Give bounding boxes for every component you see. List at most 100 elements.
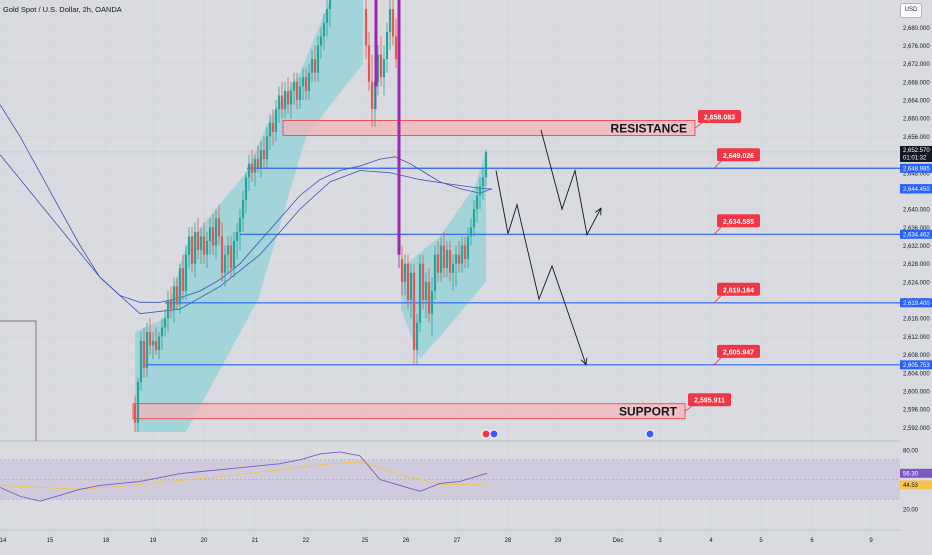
candle <box>310 59 314 73</box>
countdown-text: 01:01:32 <box>903 155 927 161</box>
us-flag-icon <box>645 429 655 439</box>
candle <box>373 81 377 110</box>
candle <box>175 286 179 305</box>
candle <box>253 159 257 173</box>
price-tick-label: 2,624.000 <box>903 280 930 286</box>
candle <box>256 159 260 169</box>
candle <box>460 245 464 264</box>
candle <box>484 151 488 178</box>
candle <box>367 45 371 82</box>
axis-price-tag <box>900 298 932 308</box>
candle <box>322 22 326 37</box>
candle <box>241 200 245 219</box>
candle <box>427 281 431 314</box>
rsi-tag-text: 44.53 <box>903 483 919 489</box>
candle <box>169 300 173 310</box>
projection-path <box>540 129 602 236</box>
time-tick-label: 26 <box>403 538 410 544</box>
zone-label: SUPPORT <box>619 405 678 419</box>
level-price-tag-text: 2,605.947 <box>723 349 754 356</box>
price-tick-label: 2,668.000 <box>903 80 930 86</box>
candle <box>466 236 470 260</box>
event-icon <box>481 429 491 439</box>
candle <box>202 236 206 255</box>
axis-price-tag-text: 2,648.985 <box>903 166 930 172</box>
zone-price-tag-text: 2,595.911 <box>694 398 725 405</box>
zone-price-tag <box>688 393 731 407</box>
candle <box>139 340 143 382</box>
zone-price-tag <box>698 109 741 123</box>
price-tick-label: 2,648.000 <box>903 171 930 177</box>
time-tick-label: 4 <box>709 538 713 544</box>
time-tick-label: 6 <box>810 538 814 544</box>
axis-price-tag-text: 2,634.462 <box>903 233 930 239</box>
candle <box>454 254 458 264</box>
candle <box>151 340 155 346</box>
candle <box>475 195 479 210</box>
price-tick-label: 2,628.000 <box>903 262 930 268</box>
candle <box>190 236 194 264</box>
price-tick-label: 2,656.000 <box>903 135 930 141</box>
candle <box>364 9 368 46</box>
zone-label: RESISTANCE <box>611 121 687 135</box>
current-price-text: 2,652.570 <box>903 148 930 154</box>
candle <box>409 272 413 301</box>
candle <box>391 9 395 37</box>
rsi-pane <box>0 451 900 502</box>
time-tick-label: 29 <box>555 538 562 544</box>
candle <box>406 263 410 301</box>
candle <box>229 245 233 269</box>
candle <box>319 36 323 46</box>
candle <box>304 77 308 91</box>
level-tag-leader <box>713 227 722 235</box>
candle <box>463 245 467 260</box>
symbol-title[interactable]: Gold Spot / U.S. Dollar, 2h, OANDA <box>3 5 122 14</box>
level-price-tag <box>717 214 760 228</box>
zones: RESISTANCE 2,658.083 SUPPORT 2,595.911 <box>132 109 741 420</box>
axis-price-tag-text: 2,619.400 <box>903 301 930 307</box>
price-tick-label: 2,596.000 <box>903 408 930 414</box>
time-axis: 14 15 18 19 20 21 22 25 26 27 28 29 Dec 3 4 5 6 9 <box>0 529 900 544</box>
price-tick-label: 2,632.000 <box>903 244 930 250</box>
candle <box>172 286 176 310</box>
candle <box>148 331 152 346</box>
level-tag-leader <box>713 357 722 366</box>
candle <box>244 177 248 201</box>
axis-price-tag-text: 2,605.753 <box>903 363 930 369</box>
time-tick-label: 27 <box>454 538 461 544</box>
rsi-tag <box>900 468 932 478</box>
candle <box>187 236 191 255</box>
zone-price-tag-text: 2,658.083 <box>704 114 735 121</box>
candle <box>295 81 299 101</box>
candle <box>268 122 272 137</box>
projection-path <box>495 170 587 365</box>
candle <box>436 254 440 273</box>
candle <box>433 254 437 291</box>
price-tick-label: 2,640.000 <box>903 208 930 214</box>
candle <box>208 227 212 241</box>
zone-tag-leader <box>694 122 703 129</box>
candle <box>301 77 305 87</box>
candle <box>235 231 239 241</box>
zone-support <box>132 403 686 420</box>
level-price-tag <box>717 282 760 296</box>
candle <box>160 327 164 337</box>
candle <box>163 318 167 328</box>
level-price-tag-text: 2,619.164 <box>723 287 754 294</box>
axis-price-tag <box>900 163 932 173</box>
currency-button[interactable]: USD <box>900 3 922 18</box>
candle <box>418 263 422 323</box>
price-tick-label: 2,680.000 <box>903 26 930 32</box>
candle <box>325 9 329 23</box>
level-price-tag <box>717 148 760 162</box>
price-tick-label: 2,660.000 <box>903 117 930 123</box>
projection-arrowhead <box>580 357 588 366</box>
time-tick-label: 9 <box>869 538 873 544</box>
us-flag-icon <box>489 429 499 439</box>
candle <box>370 81 374 110</box>
price-tick-label: 2,672.000 <box>903 62 930 68</box>
candle <box>262 150 266 160</box>
candle <box>247 163 251 178</box>
